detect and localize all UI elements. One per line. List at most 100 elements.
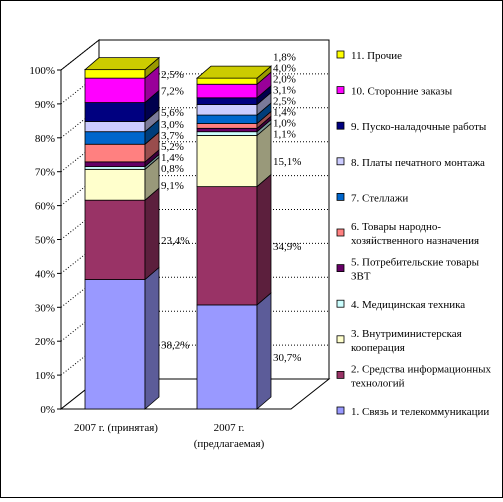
legend-swatch	[336, 335, 345, 344]
legend-label: 9. Пуско-наладочные работы	[351, 121, 487, 133]
side-gridline	[60, 310, 100, 342]
bar-segment	[196, 304, 258, 410]
side-gridline	[60, 73, 100, 105]
legend-label: технологий	[351, 377, 405, 389]
legend-label: 11. Прочие	[351, 50, 402, 62]
bar-segment	[196, 127, 258, 133]
legend-label: кооперация	[351, 342, 405, 354]
data-label: 7,2%	[161, 85, 184, 97]
legend-item: 1. Связь и телекоммуникации	[336, 406, 489, 418]
data-label: 3,1%	[273, 85, 296, 97]
side-gridline	[60, 344, 100, 376]
bar-segment	[196, 104, 258, 116]
side-gridline	[60, 39, 100, 71]
y-tick-label: 40%	[35, 268, 55, 280]
legend-swatch	[336, 299, 345, 308]
data-label: 1,8%	[273, 52, 296, 64]
legend-swatch	[336, 157, 345, 166]
legend-label: 10. Сторонние заказы	[351, 86, 453, 98]
bar-segment	[196, 114, 258, 124]
bar-segment	[84, 199, 146, 280]
legend-label: 8. Платы печатного монтажа	[351, 157, 485, 169]
data-label: 1,4%	[273, 107, 296, 119]
legend-label: 7. Стеллажи	[351, 192, 408, 204]
x-tick-label: (предлагаемая)	[194, 438, 265, 450]
bars	[83, 56, 273, 410]
x-tick-label: 2007 г.	[214, 422, 245, 434]
legend-label: ЗВТ	[351, 271, 371, 283]
bar-segment-side	[256, 292, 272, 410]
bar-segment	[84, 121, 146, 133]
legend-label: 3. Внутриминистерская	[351, 328, 462, 340]
x-tick-label: 2007 г. (принятая)	[74, 422, 158, 434]
data-label: 2,5%	[161, 69, 184, 81]
legend-item: 9. Пуско-наладочные работы	[336, 121, 487, 133]
legend-swatch	[336, 50, 345, 59]
data-label: 5,2%	[161, 141, 184, 153]
y-tick-label: 10%	[35, 370, 55, 382]
data-labels: 38,2%23,4%9,1%0,8%1,4%5,2%3,7%3,0%5,6%7,…	[161, 52, 301, 364]
side-gridline	[60, 209, 100, 240]
legend-label: 5. Потребительские товары	[351, 257, 480, 269]
bar-segment	[84, 77, 146, 103]
bar-segment	[196, 77, 258, 85]
bar-segment-side	[256, 173, 272, 306]
y-tick-label: 0%	[40, 404, 55, 416]
legend-item: 6. Товары народно-хозяйственного назначе…	[336, 221, 479, 247]
data-label: 9,1%	[161, 180, 184, 192]
y-tick-label: 60%	[35, 201, 55, 213]
bar-segment	[196, 186, 258, 306]
side-gridline	[60, 175, 100, 206]
legend-swatch	[336, 228, 345, 237]
data-label: 23,4%	[161, 235, 189, 247]
legend-item: 7. Стеллажи	[336, 192, 408, 204]
legend-label: 2. Средства информационных	[351, 363, 491, 375]
bar-segment	[196, 135, 258, 188]
bar-segment-side	[144, 266, 160, 410]
bar-segment	[84, 161, 146, 168]
data-label: 0,8%	[161, 163, 184, 175]
data-label: 3,7%	[161, 130, 184, 142]
legend-swatch	[336, 264, 345, 273]
bar-segment	[84, 166, 146, 170]
y-tick-label: 20%	[35, 336, 55, 348]
legend-swatch	[336, 121, 345, 130]
bar-segment	[84, 131, 146, 145]
data-label: 38,2%	[161, 339, 189, 351]
data-label: 3,0%	[161, 119, 184, 131]
bar-segment	[84, 279, 146, 410]
data-label: 1,1%	[273, 129, 296, 141]
side-gridline	[60, 141, 100, 173]
side-gridline	[60, 276, 100, 308]
legend-swatch	[336, 86, 345, 94]
legend-label: 4. Медицинская техника	[351, 299, 465, 311]
legend-swatch	[336, 370, 345, 379]
data-label: 1,0%	[273, 118, 296, 130]
legend-item: 3. Внутриминистерская кооперация	[336, 328, 462, 354]
y-tick-label: 50%	[35, 235, 55, 247]
data-label: 4,0%	[273, 63, 296, 75]
data-label: 34,9%	[273, 241, 301, 253]
bar-segment	[196, 123, 258, 129]
x-axis: 2007 г. (принятая) 2007 г. (предлагаемая)	[74, 422, 265, 450]
legend-label: хозяйственного назначения	[351, 235, 479, 247]
y-tick-label: 100%	[29, 65, 55, 77]
bar-segment-top	[83, 57, 161, 71]
legend-item: 11. Прочие	[336, 50, 402, 62]
bar-stack	[83, 56, 161, 410]
legend-swatch	[336, 192, 345, 201]
legend-item: 2. Средства информационных технологий	[336, 363, 491, 389]
data-label: 1,4%	[161, 152, 184, 164]
data-label: 5,6%	[161, 107, 184, 119]
legend: 11. Прочие 10. Сторонние заказы 9. Пуско-н…	[336, 50, 491, 418]
bar-segment-top	[195, 65, 273, 79]
bar-segment	[196, 131, 258, 136]
side-gridline	[60, 107, 100, 139]
bar-segment	[84, 143, 146, 163]
bar-segment	[196, 97, 258, 105]
legend-label: 1. Связь и телекоммуникации	[351, 406, 489, 418]
bar-segment	[84, 168, 146, 201]
data-label: 30,7%	[273, 352, 301, 364]
